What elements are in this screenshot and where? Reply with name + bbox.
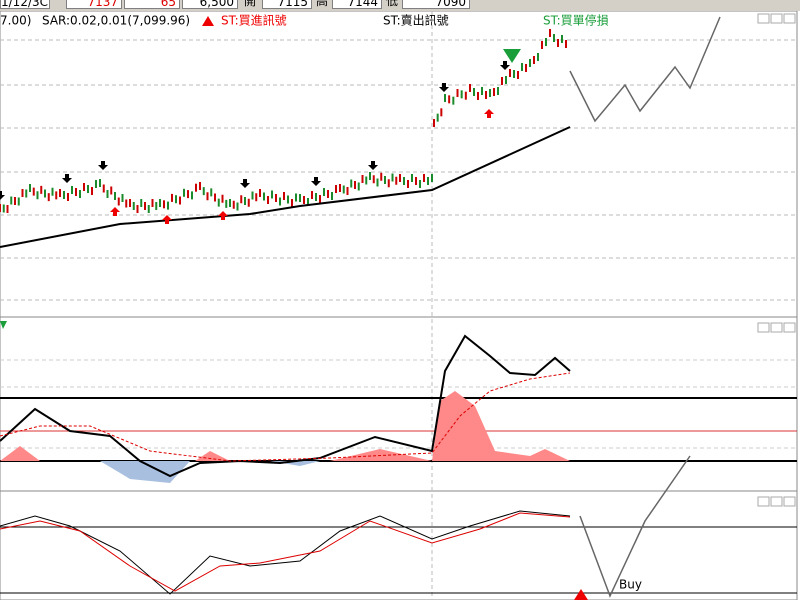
panel-button <box>757 496 770 507</box>
plot <box>0 16 721 600</box>
buy-arrow <box>484 109 494 118</box>
chart-area: 7.00) SAR:0.02,0.01(7,099.96) ST:買進訊號 ST… <box>0 11 798 600</box>
volume: 6,500 <box>182 0 238 9</box>
buy-arrow <box>162 215 172 224</box>
high: 7144 <box>332 0 382 9</box>
open: 7115 <box>262 0 312 9</box>
panel-button <box>757 13 770 24</box>
low: 7090 <box>402 0 470 9</box>
sell-arrow <box>368 161 378 170</box>
panel-button <box>770 322 783 333</box>
trend-line <box>0 126 571 248</box>
sell-arrow <box>311 177 321 186</box>
hist-neg <box>100 461 320 483</box>
sell-arrow <box>0 191 5 200</box>
legend-sar: SAR:0.02,0.01(7,099.96) <box>42 14 190 28</box>
date: 1/12/3C <box>0 0 50 9</box>
sell-arrow <box>240 179 250 188</box>
projection <box>569 16 721 123</box>
toolbar: 1/12/3C 7137 65 6,500 開 7115 高 7144 低 70… <box>0 0 800 11</box>
low-label: 低 <box>386 0 399 8</box>
frame <box>0 11 798 600</box>
sell-arrow <box>439 83 449 92</box>
legend-sell: ST:賣出訊號 <box>383 13 449 28</box>
legend-prefix: 7.00) <box>0 14 31 28</box>
buy-arrow <box>110 207 120 216</box>
panel-button <box>770 496 783 507</box>
signal <box>0 372 571 462</box>
legend-stop: ST:買單停損 <box>543 13 609 28</box>
sell-arrow <box>62 174 72 183</box>
projection-2 <box>579 455 691 598</box>
panel-button <box>783 13 796 24</box>
panel-button <box>757 322 770 333</box>
panel-button <box>770 13 783 24</box>
legend-buy: ST:買進訊號 <box>221 13 287 28</box>
hist-pos <box>0 391 570 461</box>
panel-button <box>783 496 796 507</box>
d-line <box>0 512 571 592</box>
buy-marker <box>574 589 588 600</box>
change: 65 <box>124 0 180 9</box>
last: 7137 <box>66 0 122 9</box>
sell-arrow <box>500 61 510 70</box>
down-marker <box>0 321 7 329</box>
up-icon <box>202 16 214 26</box>
stop-marker <box>503 49 521 63</box>
high-label: 高 <box>316 0 329 8</box>
buy-arrow <box>218 211 228 220</box>
annotation: Buy <box>619 578 642 592</box>
open-label: 開 <box>244 0 257 8</box>
panel-button <box>783 322 796 333</box>
sell-arrow <box>98 161 108 170</box>
